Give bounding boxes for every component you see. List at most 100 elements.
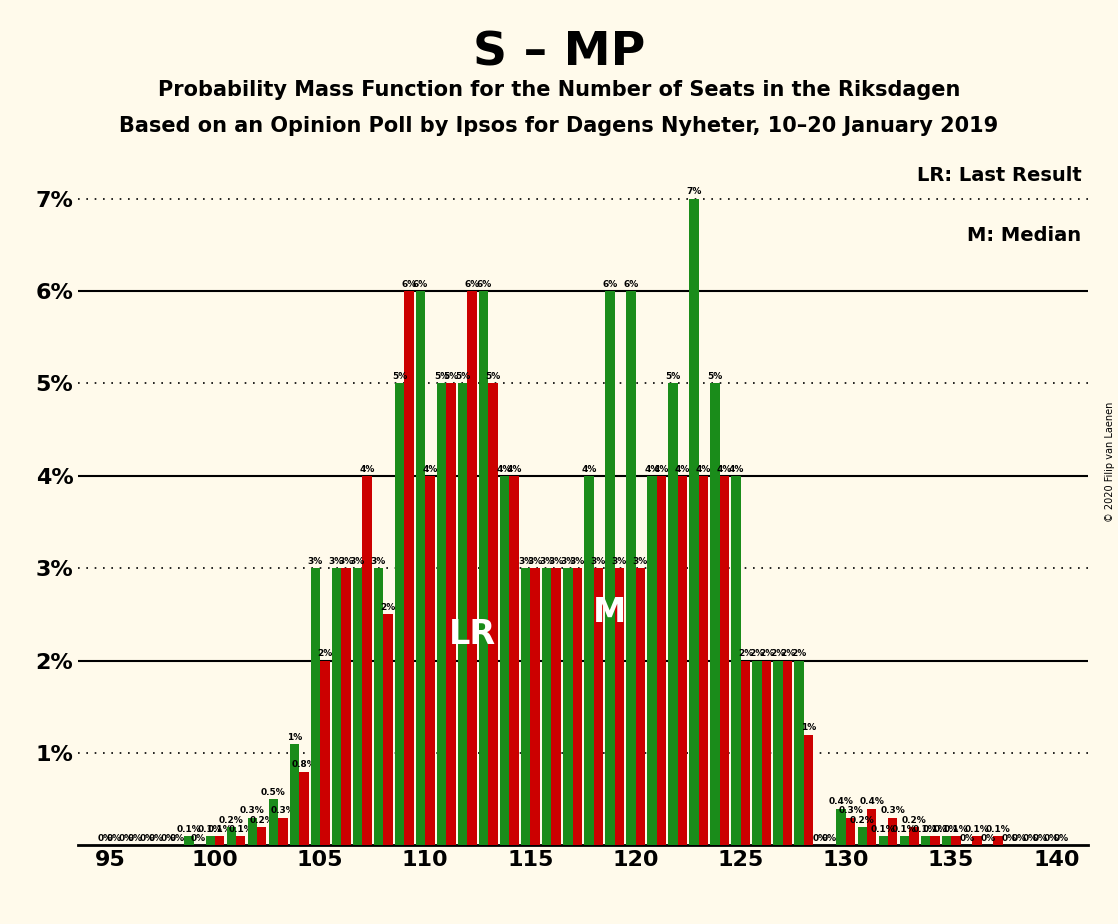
Text: 2%: 2% — [749, 650, 765, 658]
Bar — [626, 291, 636, 845]
Text: 2%: 2% — [380, 603, 396, 613]
Text: 0.1%: 0.1% — [913, 825, 938, 834]
Text: 0.1%: 0.1% — [198, 825, 222, 834]
Text: 4%: 4% — [498, 465, 512, 473]
Text: 3%: 3% — [339, 557, 353, 565]
Text: 5%: 5% — [455, 372, 471, 382]
Text: 5%: 5% — [665, 372, 681, 382]
Text: M: Median: M: Median — [967, 226, 1081, 246]
Text: 4%: 4% — [675, 465, 690, 473]
Bar — [290, 744, 300, 845]
Text: 0%: 0% — [1023, 834, 1039, 844]
Bar — [362, 476, 371, 845]
Text: 3%: 3% — [518, 557, 533, 565]
Bar — [257, 827, 266, 845]
Text: 0%: 0% — [960, 834, 975, 844]
Text: Probability Mass Function for the Number of Seats in the Riksdagen: Probability Mass Function for the Number… — [158, 80, 960, 101]
Text: 3%: 3% — [560, 557, 576, 565]
Bar — [489, 383, 498, 845]
Text: 6%: 6% — [401, 280, 417, 288]
Text: 0%: 0% — [980, 834, 996, 844]
Bar — [879, 836, 888, 845]
Text: 0%: 0% — [1032, 834, 1048, 844]
Bar — [941, 836, 951, 845]
Text: 0.2%: 0.2% — [901, 816, 926, 825]
Text: 0.3%: 0.3% — [880, 807, 906, 816]
Text: 0%: 0% — [149, 834, 164, 844]
Bar — [669, 383, 678, 845]
Bar — [227, 827, 236, 845]
Bar — [605, 291, 615, 845]
Text: 3%: 3% — [633, 557, 648, 565]
Bar — [521, 568, 530, 845]
Text: 2%: 2% — [759, 650, 774, 658]
Text: 3%: 3% — [539, 557, 555, 565]
Bar — [584, 476, 594, 845]
Text: 0.1%: 0.1% — [986, 825, 1011, 834]
Bar — [731, 476, 741, 845]
Bar — [446, 383, 456, 845]
Text: 3%: 3% — [549, 557, 563, 565]
Bar — [215, 836, 225, 845]
Text: 2%: 2% — [738, 650, 754, 658]
Bar — [973, 836, 982, 845]
Text: 0.3%: 0.3% — [271, 807, 295, 816]
Text: 3%: 3% — [350, 557, 366, 565]
Bar — [678, 476, 688, 845]
Text: 3%: 3% — [590, 557, 606, 565]
Text: 5%: 5% — [708, 372, 722, 382]
Bar — [353, 568, 362, 845]
Text: 4%: 4% — [506, 465, 522, 473]
Text: 0%: 0% — [1044, 834, 1059, 844]
Text: 6%: 6% — [603, 280, 617, 288]
Bar — [900, 836, 909, 845]
Bar — [615, 568, 624, 845]
Text: 0.1%: 0.1% — [934, 825, 959, 834]
Text: 3%: 3% — [612, 557, 627, 565]
Bar — [836, 808, 846, 845]
Text: 4%: 4% — [654, 465, 669, 473]
Text: 4%: 4% — [423, 465, 438, 473]
Text: 0.1%: 0.1% — [871, 825, 896, 834]
Text: LR: Last Result: LR: Last Result — [917, 166, 1081, 186]
Bar — [690, 199, 699, 845]
Text: 0.1%: 0.1% — [944, 825, 968, 834]
Bar — [341, 568, 351, 845]
Bar — [373, 568, 383, 845]
Bar — [656, 476, 666, 845]
Text: 0.3%: 0.3% — [838, 807, 863, 816]
Bar — [909, 827, 919, 845]
Bar — [416, 291, 425, 845]
Bar — [278, 818, 287, 845]
Bar — [458, 383, 467, 845]
Text: 1%: 1% — [286, 733, 302, 741]
Text: 0.1%: 0.1% — [965, 825, 989, 834]
Bar — [741, 661, 750, 845]
Bar — [467, 291, 476, 845]
Bar — [930, 836, 939, 845]
Text: 5%: 5% — [444, 372, 458, 382]
Bar — [425, 476, 435, 845]
Bar — [795, 661, 804, 845]
Text: 0.1%: 0.1% — [177, 825, 201, 834]
Text: 0.2%: 0.2% — [219, 816, 244, 825]
Bar — [395, 383, 405, 845]
Bar — [572, 568, 582, 845]
Bar — [888, 818, 898, 845]
Text: 0.1%: 0.1% — [922, 825, 947, 834]
Bar — [710, 383, 720, 845]
Text: LR: LR — [448, 618, 495, 651]
Bar — [184, 836, 193, 845]
Bar — [311, 568, 320, 845]
Bar — [563, 568, 572, 845]
Text: 4%: 4% — [728, 465, 743, 473]
Text: 6%: 6% — [413, 280, 428, 288]
Bar — [866, 808, 877, 845]
Text: 3%: 3% — [528, 557, 543, 565]
Text: 5%: 5% — [434, 372, 449, 382]
Text: 0%: 0% — [1053, 834, 1069, 844]
Bar — [774, 661, 783, 845]
Text: 0%: 0% — [191, 834, 206, 844]
Text: 6%: 6% — [623, 280, 638, 288]
Bar — [247, 818, 257, 845]
